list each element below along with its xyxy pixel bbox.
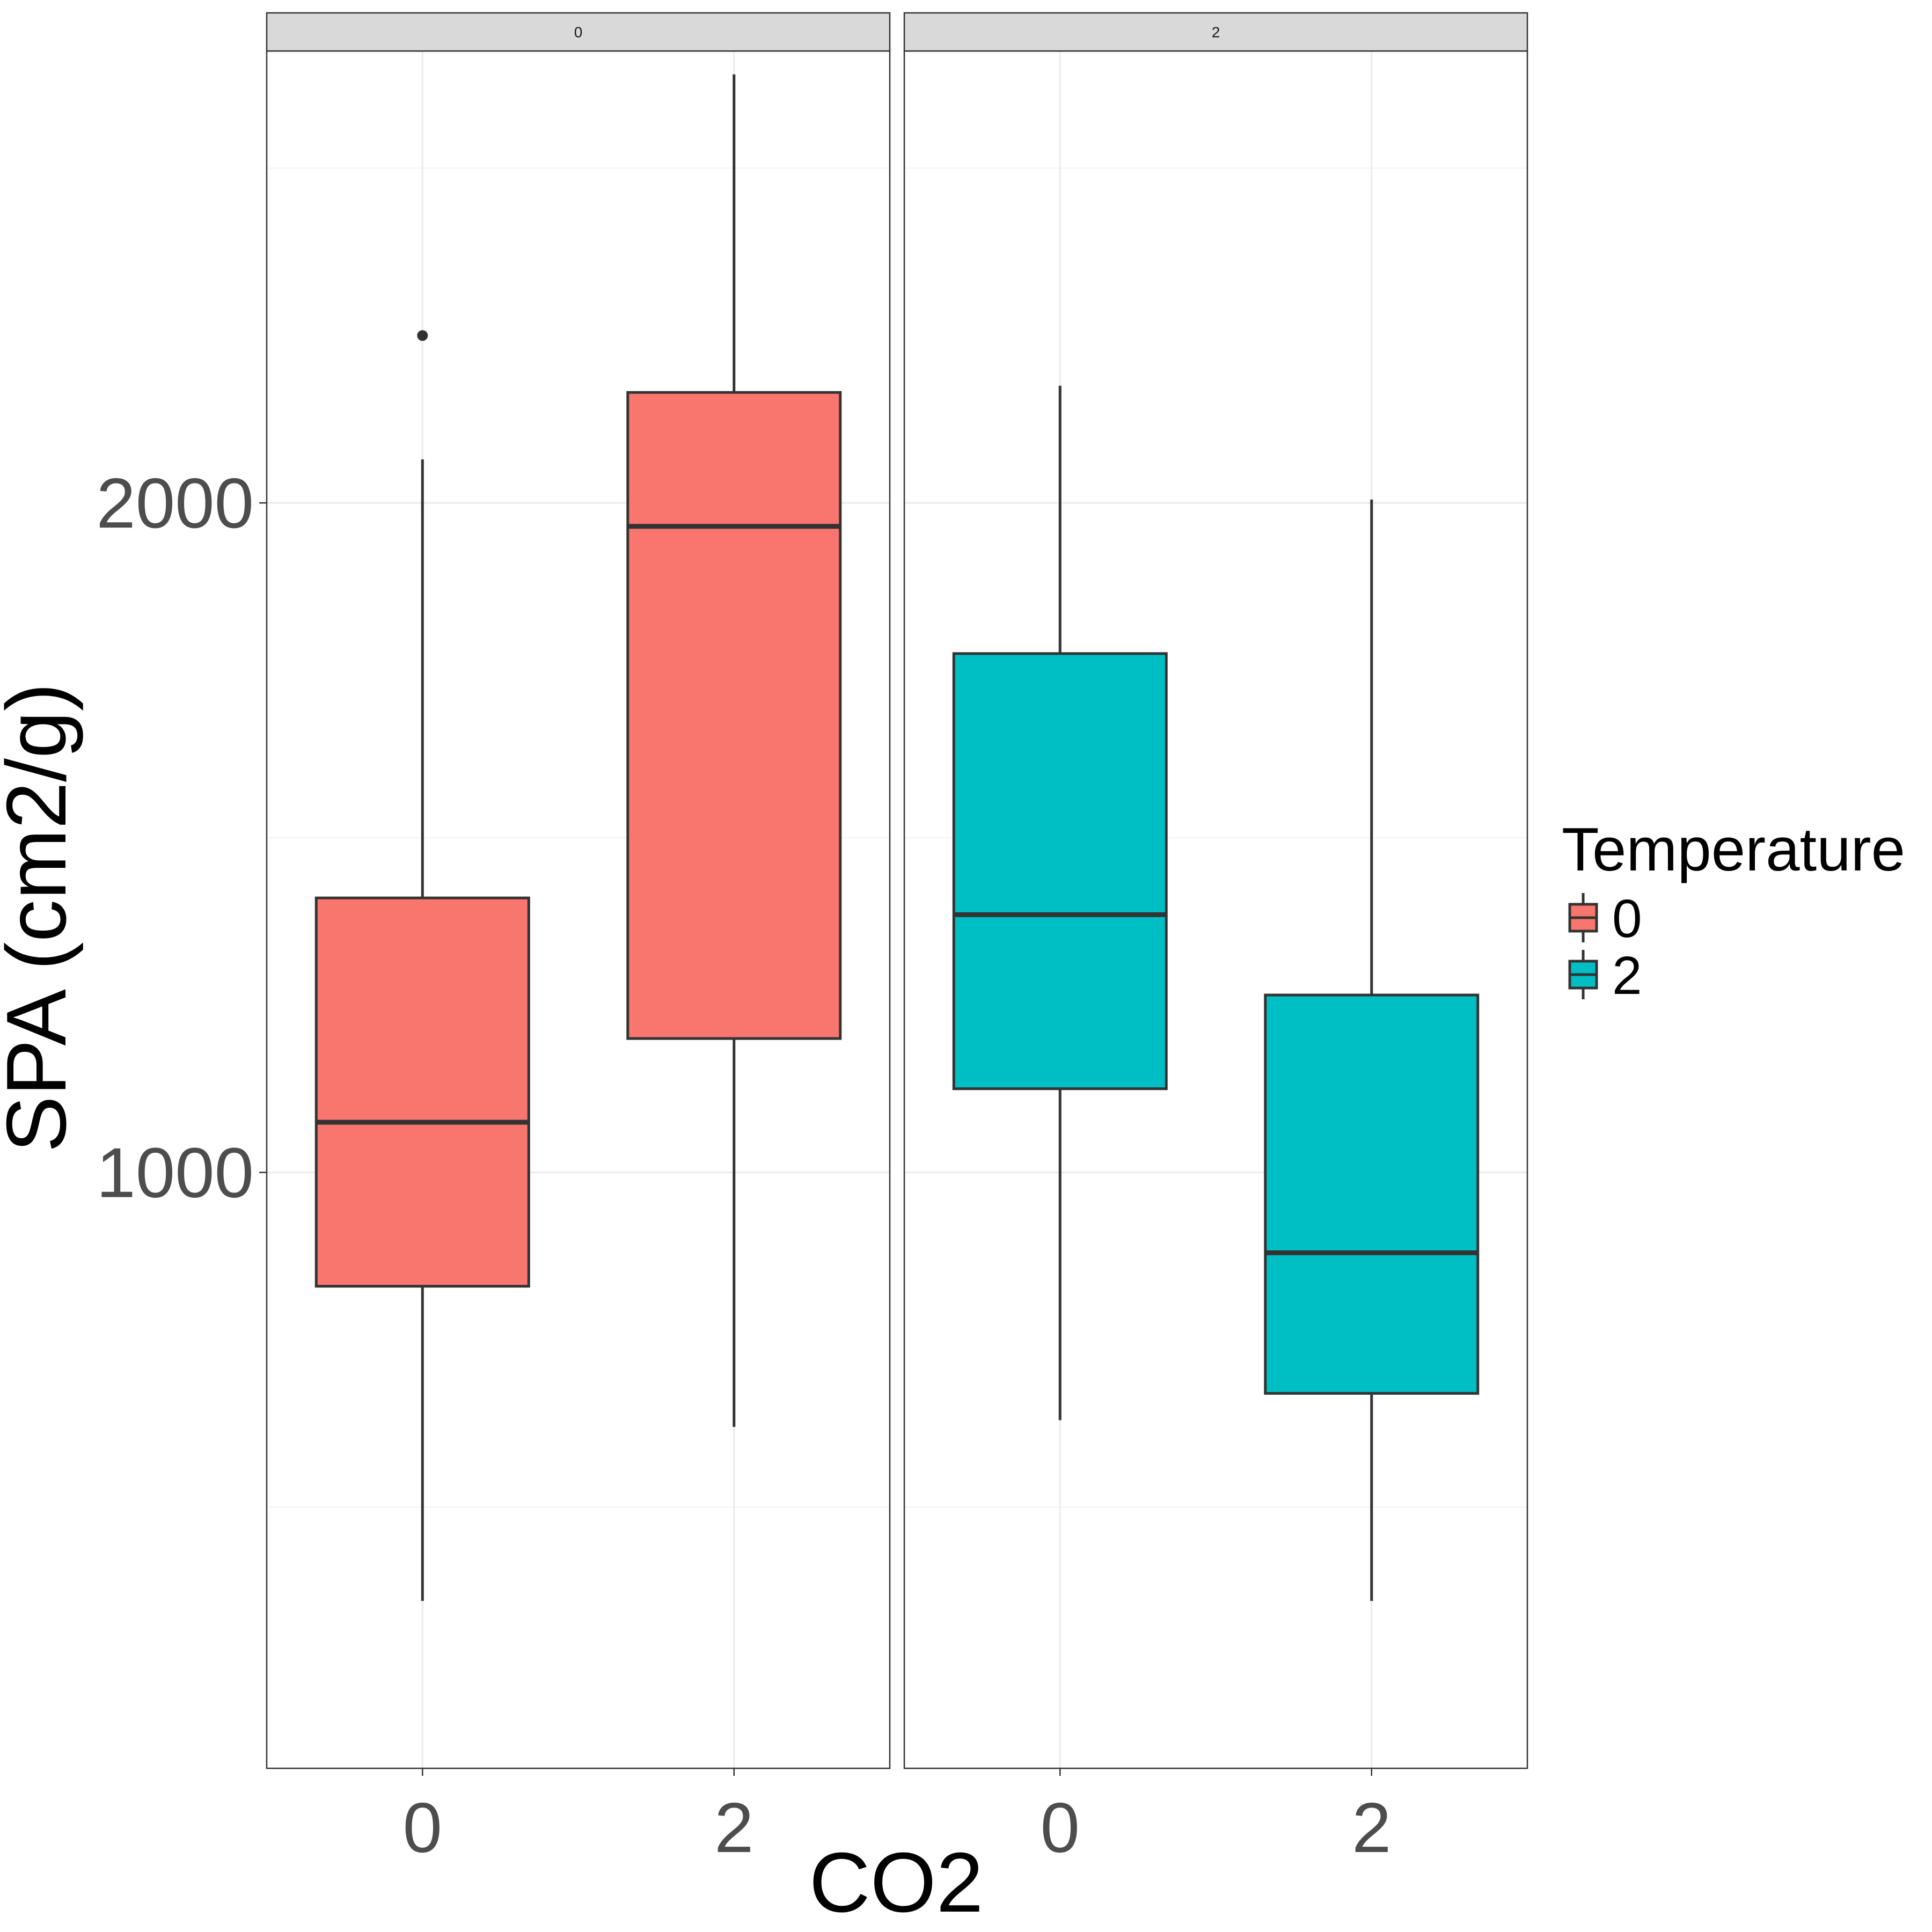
panel-2: 2 — [903, 12, 1528, 1769]
legend-title: Temperature — [1562, 816, 1905, 884]
facet-strip-label: 2 — [1212, 24, 1220, 41]
y-tick-label: 1000 — [96, 1133, 254, 1212]
box-2-2 — [1264, 499, 1480, 1601]
x-axis-title: CO2 — [809, 1835, 984, 1930]
x-tick-label: 2 — [714, 1788, 753, 1867]
box-0-0 — [314, 330, 530, 1601]
legend-item-0: 0 — [1568, 889, 1642, 949]
box-body — [626, 391, 842, 1040]
box-0-2 — [626, 74, 842, 1427]
legend-item-2: 2 — [1568, 946, 1642, 1006]
legend-label: 0 — [1612, 889, 1642, 949]
x-tick-label: 2 — [1352, 1788, 1391, 1867]
x-tick-label: 0 — [403, 1788, 442, 1867]
facet-strip-label: 0 — [574, 24, 583, 41]
axes-layer: 0 2 0 2 1000 2000 — [96, 464, 1391, 1867]
outlier-point — [417, 330, 428, 341]
y-tick-label: 2000 — [96, 464, 254, 543]
panel-0: 0 — [266, 12, 891, 1769]
facet-strip — [903, 12, 1528, 52]
box-2-0 — [952, 385, 1168, 1421]
box-body — [314, 896, 530, 1288]
facet-strip — [266, 12, 891, 52]
box-body — [952, 652, 1168, 1091]
x-tick-label: 0 — [1041, 1788, 1080, 1867]
legend-label: 2 — [1612, 946, 1642, 1006]
box-body — [1264, 993, 1480, 1395]
legend: Temperature 02 — [1562, 816, 1905, 1006]
y-axis-title: SPA (cm2/g) — [0, 683, 84, 1152]
